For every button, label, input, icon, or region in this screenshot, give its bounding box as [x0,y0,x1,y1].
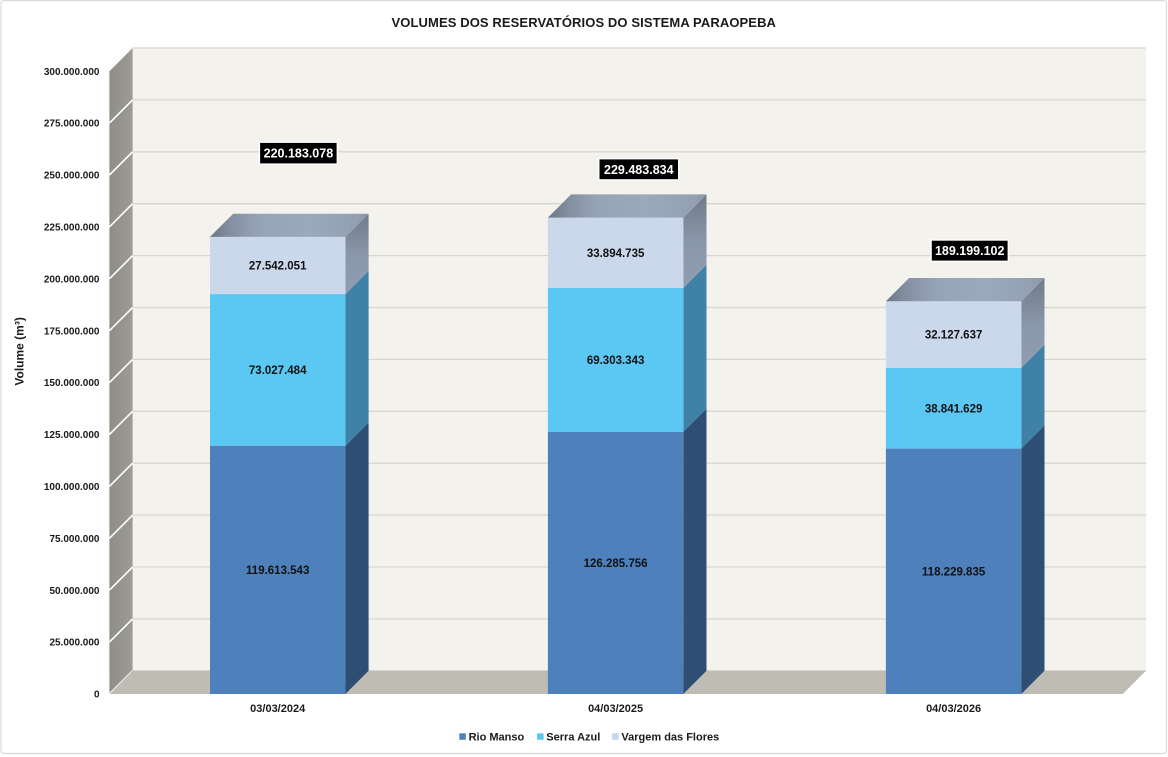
svg-text:Volume (m³): Volume (m³) [13,317,27,385]
svg-text:04/03/2026: 04/03/2026 [926,703,981,715]
svg-text:VOLUMES DOS RESERVATÓRIOS DO S: VOLUMES DOS RESERVATÓRIOS DO SISTEMA PAR… [392,15,777,30]
svg-text:300.000.000: 300.000.000 [44,67,100,78]
svg-text:27.542.051: 27.542.051 [249,261,307,273]
svg-text:189.199.102: 189.199.102 [935,244,1005,258]
svg-text:125.000.000: 125.000.000 [44,430,100,441]
svg-text:126.285.756: 126.285.756 [584,558,648,570]
svg-text:33.894.735: 33.894.735 [587,248,645,260]
svg-text:69.303.343: 69.303.343 [587,355,645,367]
svg-text:119.613.543: 119.613.543 [246,565,309,577]
svg-text:100.000.000: 100.000.000 [44,482,100,493]
svg-text:25.000.000: 25.000.000 [49,638,99,649]
svg-text:Serra Azul: Serra Azul [546,732,600,744]
svg-text:200.000.000: 200.000.000 [44,274,100,285]
svg-text:150.000.000: 150.000.000 [44,378,100,389]
svg-text:73.027.484: 73.027.484 [249,365,307,377]
svg-text:175.000.000: 175.000.000 [44,326,100,337]
svg-text:250.000.000: 250.000.000 [44,171,100,182]
svg-text:32.127.637: 32.127.637 [925,330,983,342]
svg-text:220.183.078: 220.183.078 [264,147,334,161]
svg-text:Rio Manso: Rio Manso [469,732,525,744]
svg-text:225.000.000: 225.000.000 [44,223,100,234]
svg-text:38.841.629: 38.841.629 [925,403,983,415]
svg-text:Vargem das Flores: Vargem das Flores [621,732,719,744]
svg-text:275.000.000: 275.000.000 [44,119,100,130]
svg-text:04/03/2025: 04/03/2025 [588,703,643,715]
svg-text:118.229.835: 118.229.835 [922,566,986,578]
svg-text:03/03/2024: 03/03/2024 [250,703,306,715]
svg-text:229.483.834: 229.483.834 [604,163,674,177]
svg-text:0: 0 [94,690,100,701]
svg-text:75.000.000: 75.000.000 [49,534,99,545]
svg-text:50.000.000: 50.000.000 [49,586,99,597]
